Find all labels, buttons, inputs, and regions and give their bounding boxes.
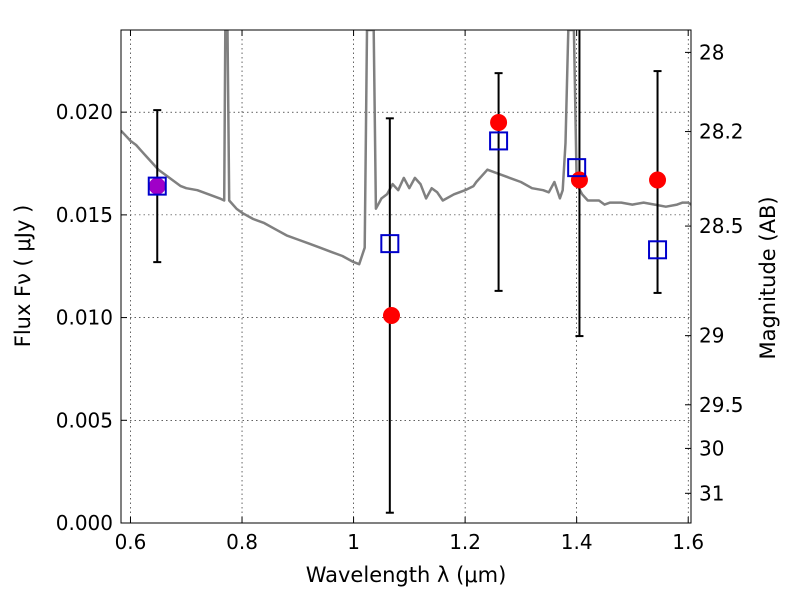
y-tick-label: 0.020	[56, 100, 113, 124]
right-tick-label: 28.5	[699, 214, 744, 238]
x-tick-label: 1.4	[561, 530, 593, 554]
y-tick-label: 0.010	[56, 306, 113, 330]
right-tick-label: 31	[699, 481, 724, 505]
x-tick-label: 1.2	[449, 530, 481, 554]
observed-point	[649, 171, 667, 189]
y-axis-label: Flux Fν ( μJy )	[11, 205, 35, 348]
observed-point	[490, 113, 508, 131]
model-point	[567, 158, 587, 178]
x-tick-label: 1.6	[672, 530, 704, 554]
model-point	[648, 240, 668, 260]
right-tick-label: 29	[699, 324, 724, 348]
right-tick-label: 28.2	[699, 120, 744, 144]
observed-point	[382, 307, 400, 325]
x-tick-label: 0.6	[115, 530, 147, 554]
y-tick-label: 0.015	[56, 203, 113, 227]
model-point	[147, 176, 167, 196]
y-tick-label: 0.005	[56, 408, 113, 432]
x-tick-label: 0.8	[226, 530, 258, 554]
x-tick-label: 1	[347, 530, 360, 554]
plot-frame	[120, 29, 692, 524]
model-point	[489, 131, 509, 151]
y-tick-label: 0.000	[56, 511, 113, 535]
observed-point	[148, 177, 166, 195]
right-tick-label: 29.5	[699, 393, 744, 417]
x-axis-label: Wavelength λ (μm)	[306, 563, 507, 587]
model-point	[380, 234, 400, 254]
axis-ticks: 0.6 0.8 1 1.2 1.4 1.6 0.000 0.005 0.010 0.015 0.02…	[56, 30, 744, 554]
right-axis-label: Magnitude (AB)	[756, 196, 780, 359]
plot-area	[121, 30, 691, 514]
right-tick-label: 28	[699, 40, 724, 64]
right-tick-label: 30	[699, 436, 724, 460]
